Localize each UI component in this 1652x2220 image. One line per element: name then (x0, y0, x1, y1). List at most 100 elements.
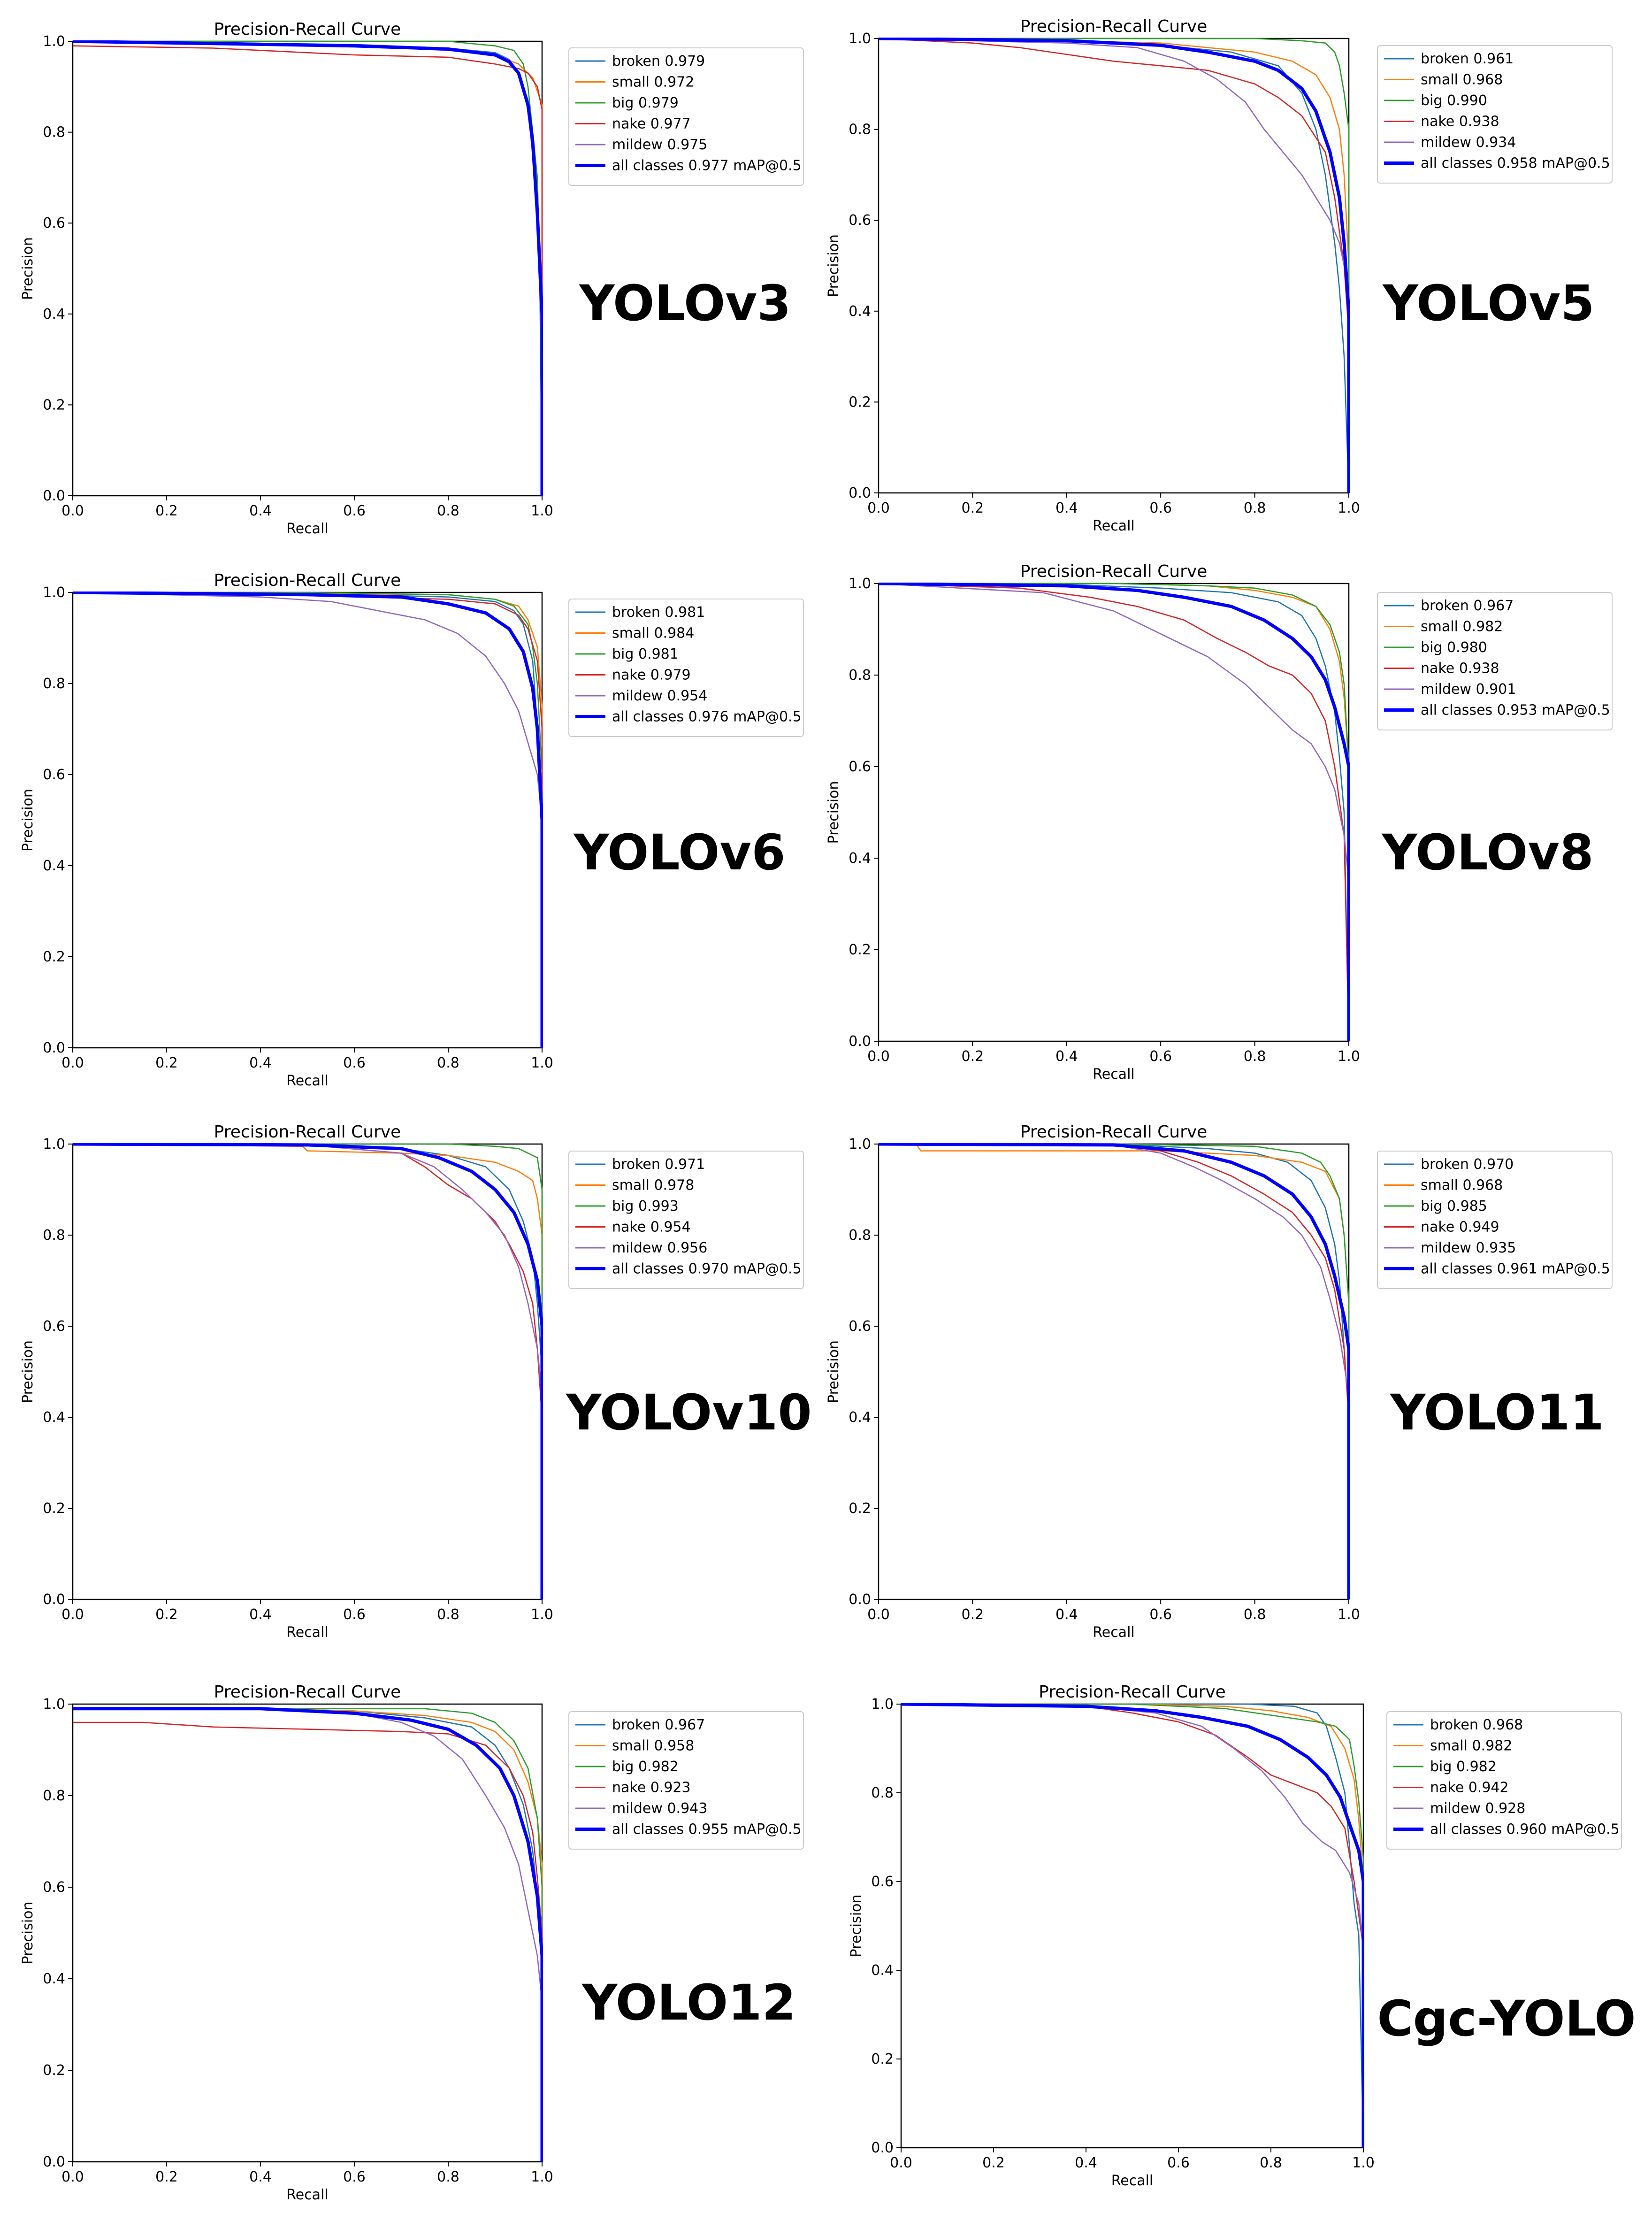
x-tick-label: 1.0 (531, 503, 553, 519)
x-tick-label: 0.8 (437, 1055, 459, 1071)
model-name-label: YOLO12 (581, 1974, 796, 2031)
legend-entry: all classes 0.953 mAP@0.5 (1421, 702, 1610, 719)
legend-entry: mildew 0.956 (612, 1240, 707, 1256)
series-line-nake (878, 583, 1350, 1042)
legend-entry: big 0.993 (612, 1198, 679, 1214)
x-tick-label: 0.4 (249, 1606, 272, 1623)
y-tick-label: 1.0 (849, 1136, 871, 1152)
series-line-big (73, 1708, 543, 2162)
series-line-small (878, 38, 1350, 493)
legend-entry: nake 0.938 (1421, 114, 1499, 130)
pr-chart-2: Precision-Recall Curve 0.0 0.2 0.4 0.6 0.8 1.0… (826, 17, 1613, 534)
series-line-broken (72, 40, 543, 496)
plot-frame (72, 1143, 543, 1600)
legend-entry: mildew 0.935 (1421, 1240, 1516, 1256)
legend-box (1377, 592, 1613, 730)
legend-entry: small 0.982 (1421, 619, 1503, 635)
series-line-mildew (878, 1143, 1350, 1599)
legend-entry: mildew 0.934 (1421, 134, 1516, 151)
legend-entry: mildew 0.928 (1430, 1800, 1525, 1817)
x-tick-label: 0.0 (867, 1048, 890, 1065)
pr-chart-4: Precision-Recall Curve 0.0 0.2 0.4 0.6 0.8 1.0… (826, 562, 1613, 1083)
x-tick-label: 0.0 (61, 503, 84, 519)
y-tick-label: 0.0 (43, 1040, 65, 1056)
legend-entry: mildew 0.975 (612, 137, 707, 153)
legend-entry: all classes 0.960 mAP@0.5 (1430, 1821, 1620, 1838)
legend-entry: broken 0.970 (1421, 1156, 1514, 1173)
x-tick-label: 1.0 (1352, 2155, 1375, 2171)
series-line-big (73, 1143, 543, 1599)
y-tick-label: 0.0 (849, 1033, 871, 1050)
legend-entry: mildew 0.943 (612, 1800, 707, 1817)
legend-box (568, 47, 804, 186)
y-tick-label: 0.6 (849, 212, 871, 229)
series-line-broken (878, 38, 1350, 493)
y-tick-label: 0.2 (43, 2062, 65, 2079)
legend-entry: small 0.982 (1430, 1738, 1512, 1754)
chart-title: Precision-Recall Curve (1020, 17, 1208, 36)
x-tick-label: 1.0 (531, 1055, 553, 1071)
series-line-small (72, 40, 543, 496)
y-tick-label: 0.4 (849, 1409, 871, 1426)
model-name-label: YOLOv5 (1382, 275, 1594, 332)
x-tick-label: 0.6 (343, 1606, 366, 1623)
y-tick-label: 0.6 (871, 1874, 894, 1890)
series-line-nake (901, 1703, 1364, 1948)
pr-chart-1: Precision-Recall Curve 0.0 0.2 0.4 0.6 0.8 1.0… (20, 20, 804, 537)
y-axis-label: Precision (826, 234, 842, 297)
legend-box (568, 1711, 804, 1850)
y-tick-label: 0.6 (43, 1879, 65, 1896)
x-axis-label: Recall (1111, 2173, 1154, 2189)
series-line-mildew (901, 1703, 1364, 1948)
legend-entry: nake 0.938 (1421, 661, 1499, 677)
pr-chart-8: Precision-Recall Curve 0.0 0.2 0.4 0.6 0.8 1.0… (848, 1682, 1636, 2189)
y-tick-label: 0.6 (43, 215, 65, 231)
pr-chart-3: Precision-Recall Curve 0.0 0.2 0.4 0.6 0.8 1.0… (20, 571, 804, 1089)
series-line-big (879, 1143, 1350, 1599)
y-tick-label: 0.8 (871, 1785, 894, 1801)
chart-title: Precision-Recall Curve (214, 1122, 401, 1142)
x-tick-label: 0.6 (1149, 500, 1172, 516)
legend-entry: broken 0.961 (1421, 51, 1514, 67)
x-axis-label: Recall (1093, 518, 1135, 534)
legend-entry: broken 0.981 (612, 604, 705, 621)
x-tick-label: 0.6 (343, 1055, 366, 1071)
plot-frame (878, 1143, 1350, 1600)
y-tick-label: 1.0 (43, 1696, 65, 1713)
y-tick-label: 0.4 (849, 850, 871, 867)
x-tick-label: 0.8 (437, 2169, 459, 2185)
model-name-label: YOLOv10 (565, 1384, 812, 1441)
series-line-small (901, 1703, 1364, 2148)
series-line-big (879, 583, 1350, 1041)
series-line-all (878, 38, 1350, 493)
legend-entry: nake 0.923 (612, 1780, 691, 1796)
legend-entry: nake 0.954 (612, 1219, 691, 1236)
legend-box (568, 1151, 804, 1289)
legend-entry: broken 0.967 (612, 1717, 705, 1733)
y-tick-label: 0.0 (43, 1591, 65, 1608)
legend-entry: small 0.978 (612, 1177, 694, 1194)
series-line-broken (901, 1703, 1364, 2148)
model-name-label: YOLO11 (1389, 1384, 1604, 1441)
x-axis-label: Recall (286, 1073, 329, 1089)
model-name-label: YOLOv8 (1381, 824, 1593, 881)
legend-entry: nake 0.979 (612, 667, 691, 684)
pr-chart-5: Precision-Recall Curve 0.0 0.2 0.4 0.6 0.8 1.0… (20, 1122, 812, 1641)
legend-box (568, 599, 804, 737)
y-tick-label: 0.4 (871, 1962, 894, 1979)
series-line-nake (72, 591, 543, 1048)
y-tick-label: 0.4 (43, 1409, 65, 1426)
x-tick-label: 0.2 (155, 2169, 178, 2185)
legend-entry: all classes 0.955 mAP@0.5 (612, 1821, 802, 1838)
x-tick-label: 0.4 (249, 503, 272, 519)
y-tick-label: 0.0 (849, 1591, 871, 1608)
model-name-label: YOLOv6 (573, 824, 785, 881)
series-line-small (879, 583, 1350, 1041)
series-line-nake (878, 1143, 1350, 1418)
series-line-mildew (72, 40, 543, 496)
x-tick-label: 0.6 (1167, 2155, 1190, 2171)
legend-entry: big 0.979 (612, 95, 679, 111)
x-tick-label: 0.0 (61, 1606, 84, 1623)
legend-entry: small 0.968 (1421, 72, 1503, 88)
x-tick-label: 0.0 (890, 2155, 912, 2171)
